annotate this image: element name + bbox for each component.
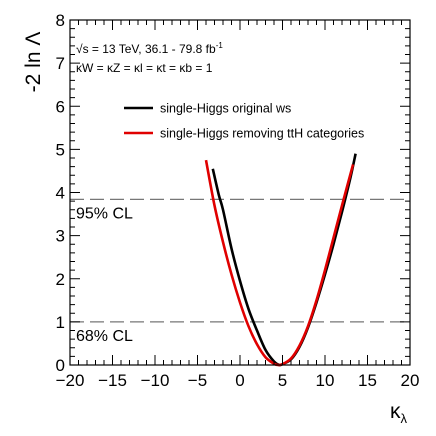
x-tick-label: 0 — [235, 371, 244, 390]
x-tick-label: −10 — [141, 371, 170, 390]
y-tick-labels: 0 1 2 3 4 5 6 7 8 — [56, 11, 65, 375]
y-tick-label: 5 — [56, 140, 65, 159]
legend-label: single-Higgs removing ttH categories — [160, 127, 364, 141]
reference-lines — [70, 198, 410, 323]
x-tick-label: −15 — [98, 371, 127, 390]
annotation-energy-lumi: √s = 13 TeV, 36.1 - 79.8 fb-1 — [76, 41, 223, 56]
legend: single-Higgs original ws single-Higgs rem… — [124, 102, 364, 141]
y-tick-label: 1 — [56, 313, 65, 332]
y-tick-label: 2 — [56, 270, 65, 289]
annotation-energy-lumi-text: √s = 13 TeV, 36.1 - 79.8 fb — [76, 42, 216, 56]
x-tick-label: 20 — [401, 371, 420, 390]
y-tick-label: 4 — [56, 184, 65, 203]
y-axis-title: -2 ln Λ — [22, 32, 45, 93]
annotation-lumi-exponent: -1 — [216, 41, 224, 50]
x-tick-label: 15 — [358, 371, 377, 390]
y-tick-label: 8 — [56, 11, 65, 30]
legend-label: single-Higgs original ws — [160, 102, 291, 116]
x-tick-label: −5 — [188, 371, 207, 390]
x-tick-label: 5 — [278, 371, 287, 390]
x-tick-label: 10 — [316, 371, 335, 390]
reference-labels: 95% CL 68% CL — [76, 205, 133, 344]
axis-ticks — [69, 19, 411, 366]
x-axis-title: κλ — [390, 400, 408, 426]
annotation-kappa-conditions: κW = κZ = κl = κt = κb = 1 — [76, 61, 213, 75]
y-tick-label: 3 — [56, 227, 65, 246]
reference-line-label: 95% CL — [76, 205, 133, 222]
x-axis-title-main: κ — [390, 400, 401, 423]
y-tick-label: 0 — [56, 356, 65, 375]
reference-line-label: 68% CL — [76, 328, 133, 345]
x-tick-label: −20 — [56, 371, 85, 390]
x-tick-labels: −20 −15 −10 −5 0 5 10 15 20 — [56, 371, 420, 390]
y-tick-label: 6 — [56, 97, 65, 116]
y-tick-label: 7 — [56, 54, 65, 73]
x-axis-title-subscript: λ — [401, 411, 408, 426]
